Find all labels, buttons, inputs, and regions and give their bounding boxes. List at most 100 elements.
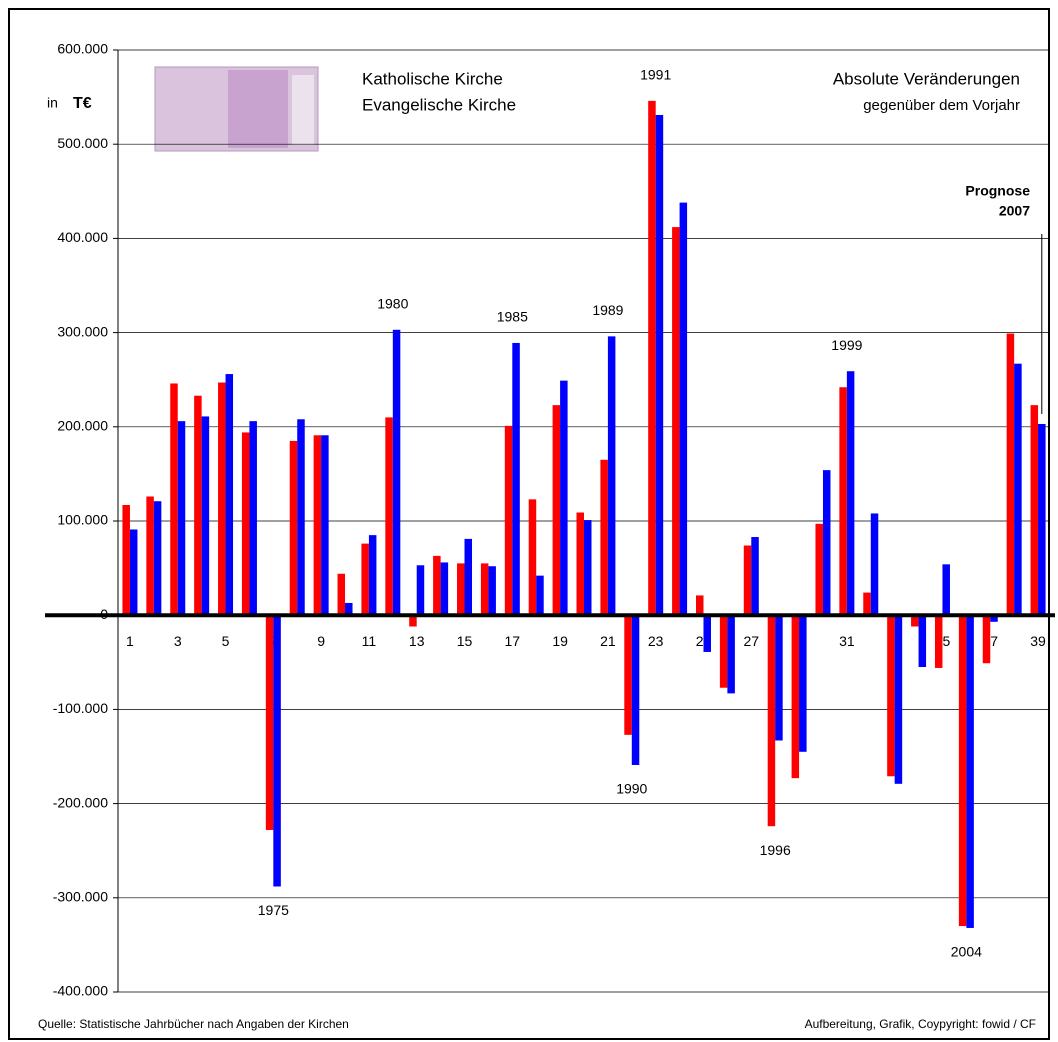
bar [560,380,568,616]
bar [655,114,664,616]
bar [457,563,465,616]
bar [982,615,991,664]
bar [576,512,584,616]
bar [672,227,680,616]
bar [631,615,640,765]
bar [464,538,473,616]
bar [775,615,783,741]
source: Quelle: Statistische Jahrbücher nach Ang… [38,1017,349,1031]
bar [225,374,234,616]
bar [1030,405,1039,616]
bar [345,602,353,616]
bar [918,615,927,668]
x-tick-label: 13 [409,633,425,649]
bar [703,615,711,652]
bar [194,395,202,616]
bar [839,387,847,616]
legend-entry: Evangelische Kirche [362,95,516,114]
annotation: 1990 [616,781,647,797]
forecast-label: Prognose [965,183,1030,199]
bar [433,555,441,616]
y-tick-label: 300.000 [57,323,108,339]
y-tick-label: -200.000 [53,794,108,810]
bar [536,575,544,616]
bar [361,543,369,616]
x-tick-label: 17 [505,633,521,649]
bar [846,371,855,616]
bar [392,329,401,616]
bar [265,615,274,830]
bar [1038,423,1046,616]
bar [719,615,728,688]
bar [887,615,895,777]
bar [863,592,871,616]
annotation: 1980 [377,295,408,311]
bar [368,535,377,616]
annotation: 1996 [760,842,791,858]
banknote-strip [292,75,314,145]
annotation: 1999 [831,337,862,353]
bar [990,615,998,622]
banknote [154,66,319,152]
y-tick-label: 400.000 [57,229,108,245]
y-tick-label: 200.000 [57,418,108,434]
bar [153,501,162,616]
bar [273,615,281,887]
y-tick-label: -400.000 [53,983,108,999]
bar [440,562,449,616]
y-tick-label: 100.000 [57,512,108,528]
x-tick-label: 23 [648,633,664,649]
annotation: 1989 [592,302,623,318]
bar [122,504,130,616]
bar [743,545,752,616]
bar [313,435,322,616]
bar [241,432,250,616]
x-tick-label: 9 [317,633,325,649]
bar [648,100,656,616]
x-tick-label: 15 [457,633,473,649]
bar [584,520,592,616]
x-tick-label: 5 [222,633,230,649]
bar [767,615,776,827]
bar [409,615,417,627]
annotation: 1991 [640,67,671,83]
y-tick-label: 500.000 [57,135,108,151]
unit-prefix: in [47,95,58,111]
bar [337,573,346,616]
bar [504,425,513,616]
bar [966,615,974,928]
x-tick-label: 3 [174,633,182,649]
x-tick-label: 31 [839,633,855,649]
bar [297,419,305,616]
bar [679,202,688,616]
y-tick-label: 600.000 [57,41,108,57]
annotation: 1985 [497,309,528,325]
x-tick-label: 21 [600,633,616,649]
x-tick-label: 39 [1030,633,1046,649]
x-tick-label: 11 [362,633,377,649]
bar [695,595,704,616]
bar [170,383,178,616]
bar [624,615,632,735]
annotation: 2004 [951,944,982,960]
bar [934,615,943,668]
annotation: 1975 [258,902,289,918]
bar [480,563,489,616]
bar [385,417,393,616]
bar [218,382,226,616]
bar [416,565,425,616]
bar [799,615,807,752]
bar [552,405,561,616]
x-tick-label: 27 [743,633,759,649]
bar [177,421,186,616]
bar [870,513,879,616]
bar [942,564,950,616]
bar [815,523,823,616]
bar [822,470,831,616]
bar [249,421,257,616]
banknote-motif [228,70,288,148]
bar [911,615,919,627]
bar [958,615,967,927]
